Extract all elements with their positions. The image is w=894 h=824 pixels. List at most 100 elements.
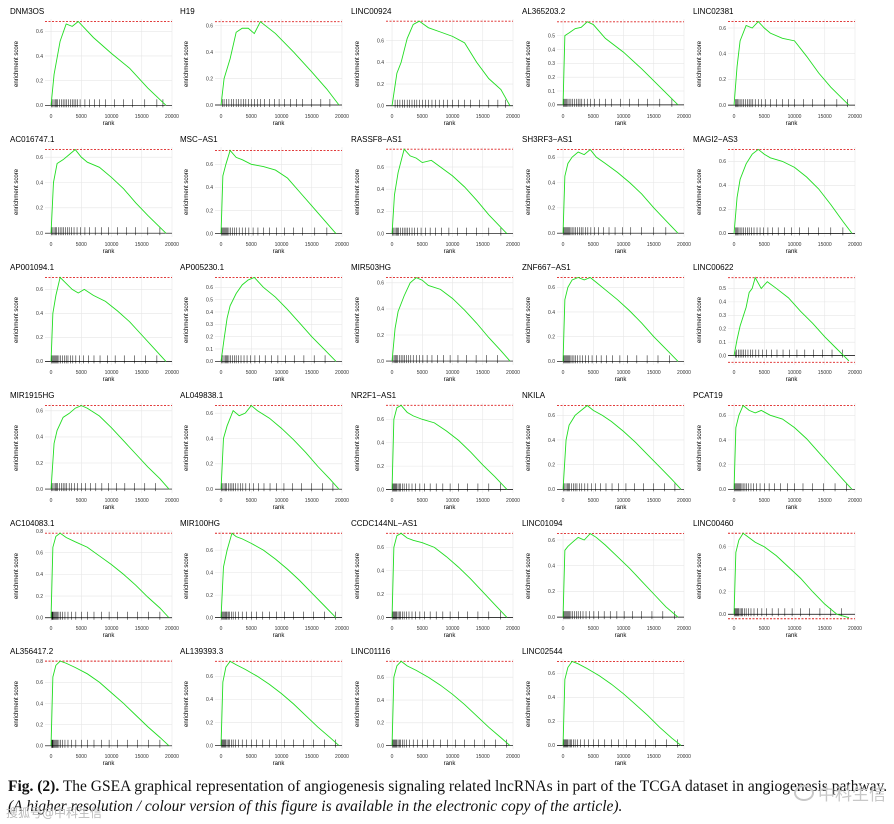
x-tick-label: 10000	[446, 242, 460, 248]
x-axis-label: rank	[444, 249, 457, 255]
y-tick-label: 0.4	[548, 564, 555, 570]
y-tick-label: 0.2	[719, 462, 726, 468]
y-axis-label: enrichment score	[14, 680, 20, 727]
x-axis-label: rank	[615, 377, 628, 383]
y-axis-label: enrichment score	[697, 40, 703, 87]
y-tick-label: 0.3	[206, 322, 213, 328]
x-tick-label: 20000	[677, 498, 691, 504]
panel-title: LINC00622	[693, 263, 734, 272]
corner-watermark: 搜狐号@中科生信	[6, 806, 103, 820]
y-tick-label: 0.2	[206, 720, 213, 726]
gsea-panel: ZNF667−AS1 0.0 0.2 0.4 0.6 0 5000 10000 15000 200…	[522, 263, 691, 383]
x-tick-label: 0	[220, 242, 223, 248]
y-tick-label: 0.4	[548, 310, 555, 316]
y-tick-label: 0.4	[206, 570, 213, 576]
y-tick-label: 0.6	[206, 548, 213, 554]
x-axis-label: rank	[444, 377, 457, 383]
y-tick-label: 0.6	[206, 674, 213, 680]
gsea-panel: AL049838.1 0.0 0.2 0.4 0.6 0 5000 10000 15000 200…	[180, 391, 349, 511]
x-tick-label: 15000	[647, 754, 661, 760]
panel-title: DNM3OS	[10, 7, 44, 16]
x-axis-label: rank	[786, 505, 799, 511]
y-tick-label: 0.1	[206, 347, 213, 353]
x-tick-label: 5000	[417, 242, 428, 248]
x-tick-label: 5000	[588, 370, 599, 376]
x-tick-label: 10000	[446, 498, 460, 504]
x-tick-label: 0	[50, 114, 53, 120]
y-tick-label: 0.2	[206, 76, 213, 82]
y-axis-label: enrichment score	[526, 168, 532, 215]
x-tick-label: 20000	[506, 626, 520, 632]
y-axis-label: enrichment score	[14, 40, 20, 87]
panel-title: MSC−AS1	[180, 135, 218, 144]
x-axis-label: rank	[444, 121, 457, 127]
x-tick-label: 15000	[135, 754, 149, 760]
x-tick-label: 20000	[848, 626, 862, 632]
x-tick-label: 10000	[105, 242, 119, 248]
y-tick-label: 0.4	[377, 441, 384, 447]
y-tick-label: 0.4	[377, 307, 384, 313]
gsea-panel: AP005230.1 0.0 0.1 0.2 0.3 0.4 0.5 0.6 0 5000 1000…	[180, 263, 349, 383]
gsea-panel: PCAT19 0.0 0.2 0.4 0.6 0 5000 10000 15000 20000 ra…	[693, 391, 862, 511]
x-tick-label: 15000	[818, 498, 832, 504]
gsea-panel: MSC−AS1 0.0 0.2 0.4 0.6 0 5000 10000 15000 20000 r…	[180, 135, 349, 255]
x-tick-label: 15000	[135, 498, 149, 504]
es-curve	[391, 148, 508, 234]
y-axis-label: enrichment score	[355, 680, 361, 727]
y-tick-label: 0.0	[548, 359, 555, 365]
x-tick-label: 0	[562, 754, 565, 760]
y-tick-label: 0.0	[36, 231, 43, 237]
y-tick-label: 0.6	[206, 162, 213, 168]
x-tick-label: 5000	[246, 754, 257, 760]
x-tick-label: 0	[391, 370, 394, 376]
y-axis-label: enrichment score	[14, 424, 20, 471]
es-curve	[391, 660, 511, 746]
gsea-figure-grid: DNM3OS 0.0 0.2 0.4 0.6 0 5000 10000 15000 20000 ra…	[10, 7, 862, 767]
y-axis-label: enrichment score	[184, 680, 190, 727]
x-tick-label: 10000	[788, 370, 802, 376]
x-tick-label: 10000	[275, 626, 289, 632]
es-curve	[562, 404, 682, 490]
x-tick-label: 15000	[818, 626, 832, 632]
x-tick-label: 0	[562, 114, 565, 120]
y-tick-label: 0.4	[719, 300, 726, 306]
y-tick-label: 0.6	[206, 411, 213, 417]
panel-title: LINC01116	[351, 647, 391, 656]
x-tick-label: 15000	[647, 498, 661, 504]
gsea-panel: LINC02381 0.0 0.2 0.4 0.6 0 5000 10000 15000 2000…	[693, 7, 862, 127]
panel-title: AL365203.2	[522, 7, 566, 16]
panel-title: LINC01094	[522, 519, 563, 528]
y-tick-label: 0.6	[377, 417, 384, 423]
y-tick-label: 0.6	[377, 545, 384, 551]
x-tick-label: 5000	[246, 370, 257, 376]
x-tick-label: 20000	[506, 754, 520, 760]
x-tick-label: 15000	[818, 370, 832, 376]
x-tick-label: 0	[733, 498, 736, 504]
y-tick-label: 0.4	[206, 185, 213, 191]
y-tick-label: 0.4	[206, 697, 213, 703]
panel-title: AP005230.1	[180, 263, 225, 272]
y-tick-label: 0.2	[36, 335, 43, 341]
x-axis-label: rank	[786, 633, 799, 639]
x-tick-label: 5000	[588, 754, 599, 760]
y-tick-label: 0.6	[36, 29, 43, 35]
y-tick-label: 0.0	[36, 616, 43, 622]
y-tick-label: 0.0	[377, 231, 384, 237]
x-tick-label: 10000	[446, 626, 460, 632]
es-curve	[50, 20, 167, 106]
y-tick-label: 0.6	[548, 285, 555, 291]
y-axis-label: enrichment score	[697, 168, 703, 215]
x-tick-label: 15000	[135, 370, 149, 376]
y-tick-label: 0.0	[36, 359, 43, 365]
y-tick-label: 0.6	[36, 155, 43, 161]
y-tick-label: 0.0	[548, 487, 555, 493]
y-tick-label: 0.2	[377, 721, 384, 727]
y-tick-label: 0.4	[36, 311, 43, 317]
es-curve	[220, 404, 340, 490]
y-tick-label: 0.2	[719, 327, 726, 333]
y-tick-label: 0.4	[36, 180, 43, 186]
es-curve	[391, 20, 511, 106]
y-tick-label: 0.6	[206, 285, 213, 291]
x-tick-label: 0	[220, 754, 223, 760]
gsea-panel: H19 0.0 0.2 0.4 0.6 0 5000 10000 15000 20000 rank e…	[180, 7, 349, 127]
